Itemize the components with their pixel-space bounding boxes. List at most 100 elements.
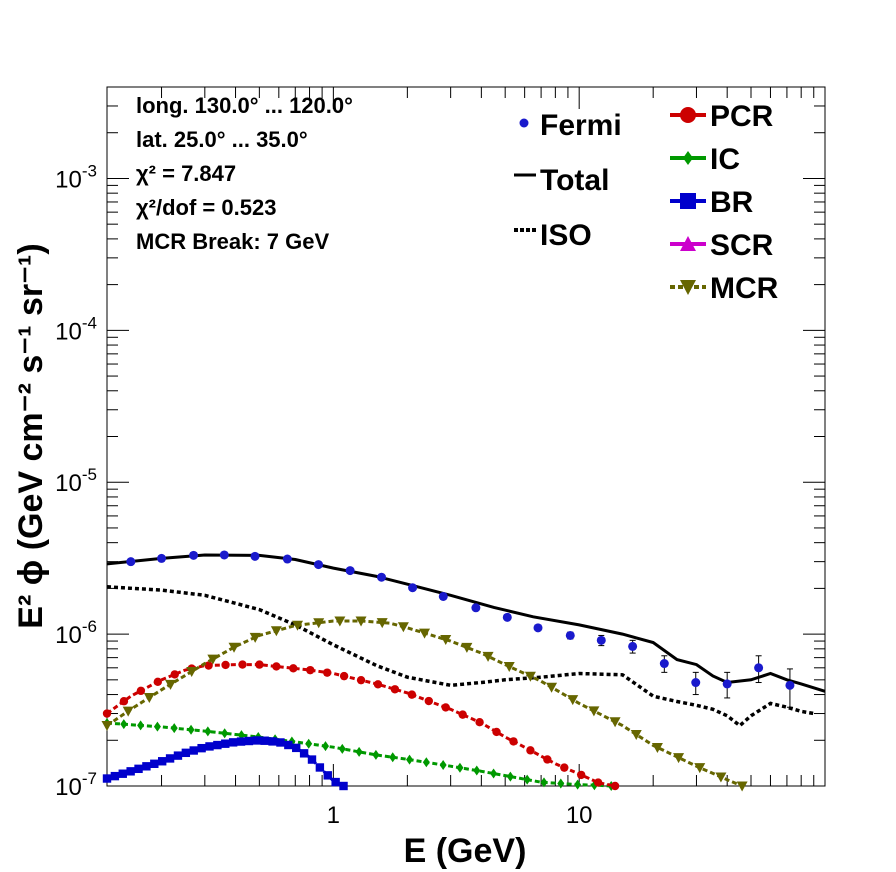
- pcr-marker: [153, 677, 163, 687]
- pcr-marker: [475, 717, 484, 727]
- mcr-curve: [106, 619, 743, 788]
- br-marker: [126, 767, 135, 776]
- y-axis-title: E² ϕ (GeV cm⁻² s⁻¹ sr⁻¹): [12, 243, 50, 628]
- mcr-marker: [609, 717, 621, 728]
- mcr-marker: [186, 667, 198, 678]
- legend-fermi-marker: [519, 118, 529, 128]
- fermi-point: [377, 572, 387, 582]
- mcr-marker: [524, 671, 536, 682]
- ic-marker: [406, 754, 414, 765]
- ic-marker: [204, 726, 212, 737]
- pcr-marker: [577, 770, 586, 780]
- fermi-point: [313, 560, 323, 570]
- info-line: MCR Break: 7 GeV: [136, 229, 330, 254]
- br-marker: [134, 764, 143, 774]
- ic-marker: [389, 752, 397, 763]
- br-marker: [252, 736, 262, 745]
- mcr-marker: [313, 618, 325, 629]
- ic-marker: [523, 774, 531, 785]
- mcr-marker: [122, 706, 134, 717]
- br-marker: [205, 742, 214, 751]
- pcr-marker: [119, 697, 129, 706]
- ic-marker: [355, 746, 363, 757]
- legend-marker-br: [680, 193, 696, 209]
- br-marker: [221, 739, 230, 748]
- mcr-marker: [292, 620, 304, 631]
- br-marker: [323, 771, 332, 780]
- ic-marker: [422, 757, 430, 768]
- pcr-marker: [543, 755, 552, 764]
- legend-marker-pcr: [680, 107, 696, 123]
- fermi-point: [250, 551, 260, 561]
- mcr-marker: [440, 635, 452, 646]
- mcr-marker: [588, 706, 600, 717]
- mcr-marker: [143, 693, 155, 704]
- fermi-point: [628, 641, 638, 651]
- fermi-point: [785, 680, 795, 690]
- mcr-marker: [165, 679, 177, 690]
- pcr-marker: [102, 709, 112, 718]
- x-axis-title: E (GeV): [404, 832, 527, 870]
- br-marker: [118, 769, 127, 778]
- ic-marker: [473, 765, 481, 776]
- br-marker: [339, 781, 348, 791]
- fermi-point: [502, 612, 512, 622]
- mcr-marker: [397, 622, 409, 633]
- br-marker: [244, 736, 254, 746]
- br-marker: [173, 751, 183, 760]
- info-line: long. 130.0° ... 120.0°: [136, 93, 353, 118]
- br-marker: [236, 737, 246, 746]
- br-marker: [315, 763, 325, 772]
- mcr-marker: [355, 616, 367, 627]
- br-marker: [102, 774, 112, 783]
- fermi-point: [691, 678, 701, 688]
- fermi-point: [282, 554, 292, 564]
- br-marker: [213, 740, 222, 750]
- total-curve: [106, 553, 826, 693]
- br-marker: [142, 762, 151, 771]
- ic-marker: [439, 759, 447, 770]
- legend-left-label: Fermi: [540, 109, 622, 142]
- y-tick-label: 10-3: [55, 161, 97, 193]
- legend-marker-ic: [683, 151, 693, 165]
- br-marker: [299, 749, 309, 758]
- ic-marker: [221, 728, 229, 739]
- fermi-point: [189, 550, 199, 560]
- pcr-marker: [272, 662, 281, 671]
- ic-marker: [170, 723, 178, 734]
- ic-marker: [540, 777, 548, 788]
- br-marker: [292, 743, 301, 753]
- mcr-marker: [651, 742, 663, 753]
- fermi-point: [219, 550, 229, 560]
- pcr-marker: [221, 660, 230, 670]
- mcr-marker: [715, 772, 727, 783]
- ic-marker: [153, 721, 161, 732]
- br-marker: [307, 755, 317, 764]
- mcr-marker: [249, 632, 261, 643]
- ic-marker: [187, 724, 195, 735]
- pcr-marker: [441, 703, 450, 712]
- fermi-point: [533, 623, 543, 633]
- br-marker: [260, 736, 269, 745]
- pcr-marker: [458, 710, 467, 719]
- pcr-marker: [424, 696, 433, 706]
- mcr-marker: [546, 682, 558, 693]
- mcr-marker: [101, 721, 113, 732]
- pcr-marker: [204, 661, 213, 670]
- axis-ticks: [107, 86, 826, 787]
- pcr-marker: [492, 727, 501, 737]
- x-tick-labels: 1 10: [327, 802, 593, 829]
- legend-right-label: PCR: [710, 100, 774, 133]
- mcr-marker: [694, 763, 706, 774]
- legend-left-label: Total: [540, 164, 609, 197]
- pcr-marker: [526, 746, 535, 755]
- mcr-marker: [419, 628, 431, 639]
- ic-marker: [338, 743, 346, 754]
- y-tick-label: 10-4: [55, 313, 97, 345]
- pcr-marker: [407, 690, 417, 699]
- legend-right-label: MCR: [710, 272, 779, 305]
- ic-marker: [456, 762, 464, 773]
- mcr-marker: [334, 616, 346, 627]
- info-line: χ² = 7.847: [136, 161, 236, 186]
- mcr-marker: [503, 661, 515, 672]
